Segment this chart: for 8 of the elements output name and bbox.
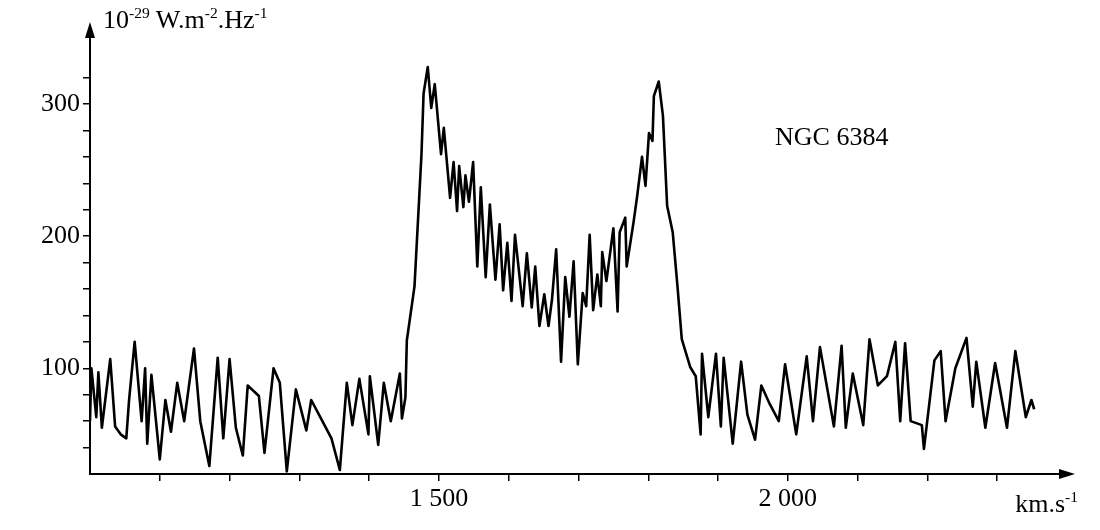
x-tick-label: 1 500 <box>409 483 469 513</box>
y-tick-label: 300 <box>41 87 80 117</box>
y-tick-label: 100 <box>41 352 80 382</box>
annotation: NGC 6384 <box>775 122 889 152</box>
y-axis-title: 10$^{-29}$ W.m$^{-2}$.Hz$^{-1}$ <box>103 4 268 35</box>
x-axis-title: km.s$^{-1}$ <box>1015 488 1078 519</box>
y-tick-label: 200 <box>41 219 80 249</box>
x-tick-label: 2 000 <box>758 483 818 513</box>
